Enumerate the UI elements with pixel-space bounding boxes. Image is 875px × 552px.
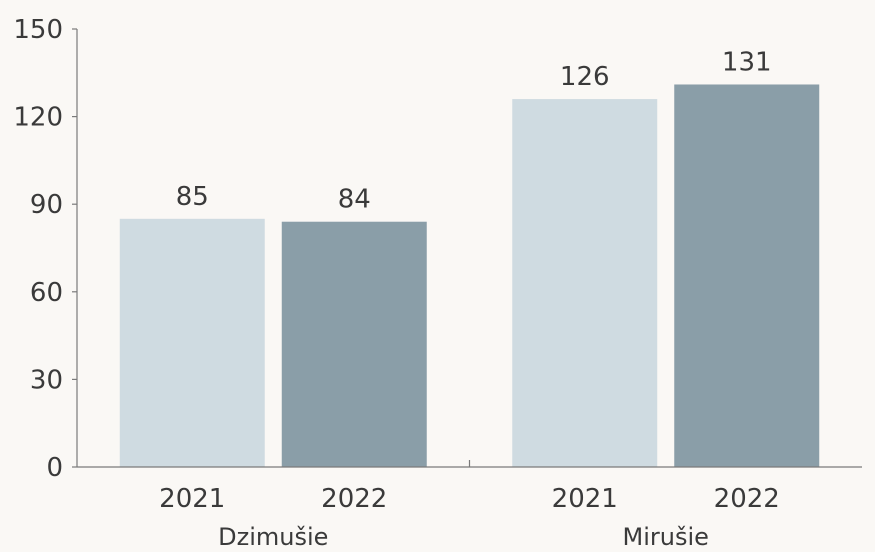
x-tick-label: 2022 [714, 484, 780, 514]
y-axis: 0 30 60 90 120 150 [13, 15, 78, 483]
bar-dzimušie-2021 [119, 218, 265, 467]
bar-dzimušie-2022 [281, 221, 427, 467]
y-tick-label: 60 [30, 278, 63, 308]
x-tick-label: 2022 [321, 484, 387, 514]
y-tick-label: 90 [30, 190, 63, 220]
bar-value-label: 126 [560, 62, 610, 92]
y-tick-label: 30 [30, 365, 63, 395]
x-tick-label: 2021 [159, 484, 225, 514]
y-tick-label: 0 [46, 453, 63, 483]
bars: 85 84 126 131 [119, 47, 820, 467]
y-tick-label: 120 [13, 103, 63, 133]
bar-mirušie-2021 [512, 99, 658, 467]
bar-value-label: 84 [338, 185, 371, 215]
group-label: Mirušie [623, 523, 709, 551]
x-tick-label: 2021 [552, 484, 618, 514]
bar-value-label: 131 [722, 47, 772, 77]
group-label: Dzimušie [218, 523, 328, 551]
bar-value-label: 85 [176, 182, 209, 212]
y-tick-label: 150 [13, 15, 63, 45]
bar-mirušie-2022 [674, 84, 820, 467]
